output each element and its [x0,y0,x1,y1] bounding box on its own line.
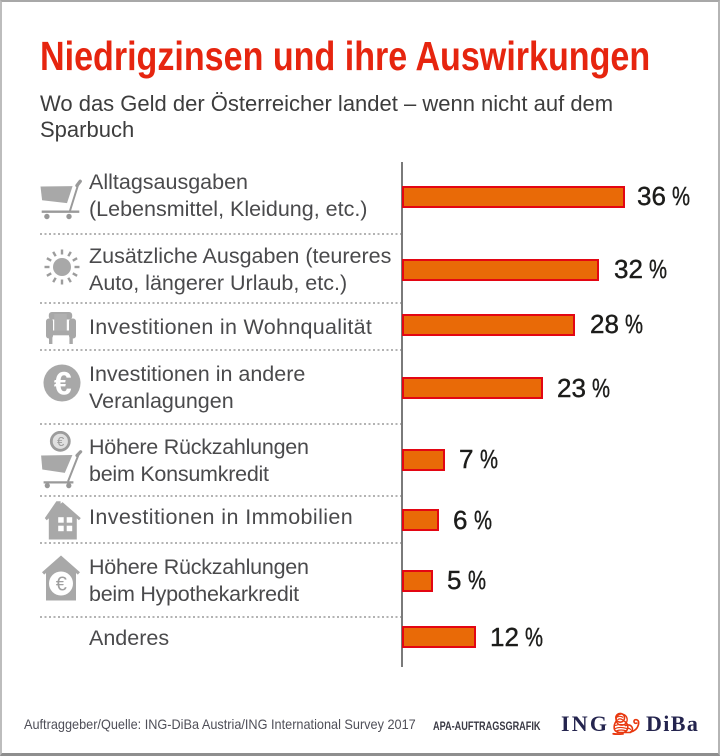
svg-text:€: € [56,574,67,596]
svg-text:€: € [57,434,65,449]
svg-text:€: € [54,366,72,402]
